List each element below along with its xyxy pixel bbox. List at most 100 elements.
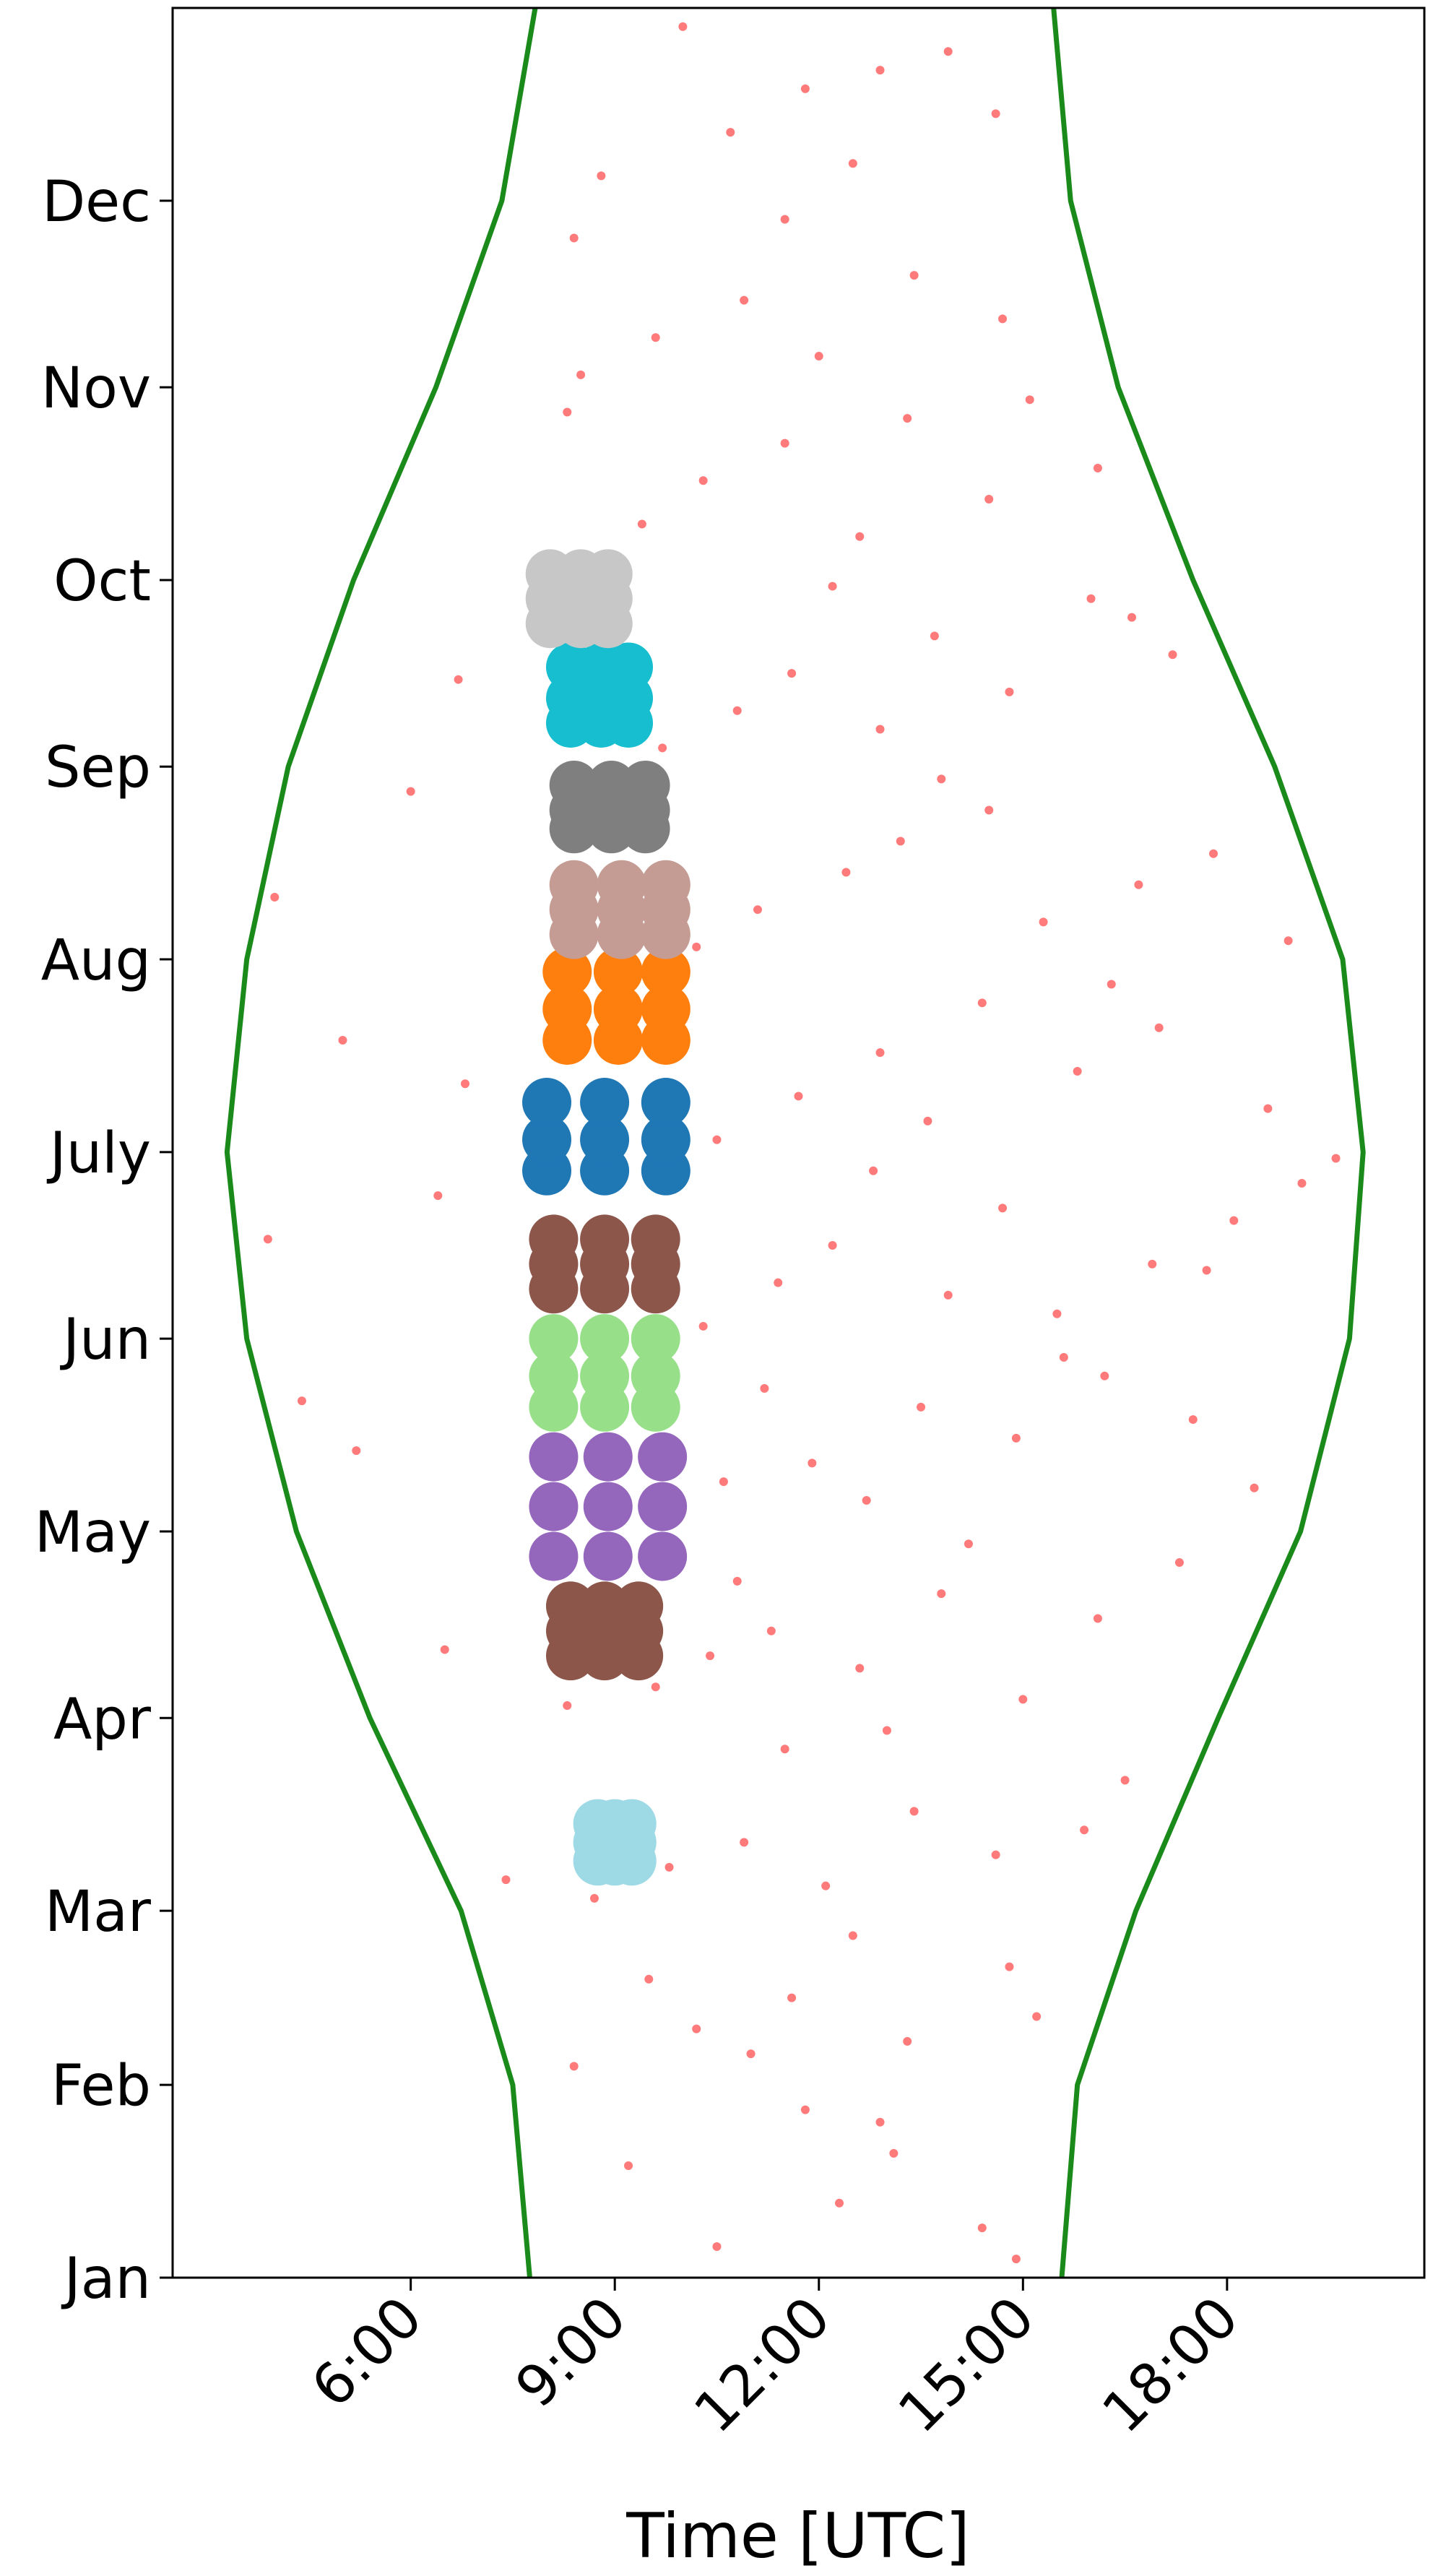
point: [1134, 880, 1143, 889]
point: [1086, 594, 1096, 603]
point: [977, 998, 987, 1008]
cluster-point: [641, 984, 690, 1034]
point: [624, 2161, 633, 2171]
point: [760, 1384, 769, 1393]
point: [746, 2049, 756, 2059]
cluster-point: [641, 1115, 690, 1164]
point: [576, 370, 586, 379]
point: [753, 905, 762, 915]
boundary-line: [224, 7, 538, 2278]
point: [937, 774, 946, 784]
point: [848, 159, 857, 168]
point: [1120, 1776, 1130, 1785]
cluster-point: [631, 1351, 680, 1401]
x-tick-label: 12:00: [683, 2285, 844, 2446]
cluster-point: [545, 1581, 595, 1631]
cluster-point: [529, 1214, 579, 1264]
cluster-point: [631, 1214, 680, 1264]
point: [1168, 650, 1177, 660]
point: [1209, 849, 1218, 858]
point: [774, 1278, 783, 1287]
y-tick-label: Mar: [45, 1880, 152, 1945]
point: [1032, 2012, 1042, 2021]
cluster-point: [638, 1482, 688, 1531]
point: [923, 1116, 932, 1125]
point: [984, 805, 994, 815]
point: [658, 743, 667, 753]
point: [732, 706, 742, 715]
point: [270, 892, 280, 902]
point: [780, 438, 789, 448]
point: [1107, 980, 1116, 989]
point: [903, 414, 912, 423]
cluster-point: [549, 860, 599, 909]
point: [664, 1862, 674, 1872]
cluster-point: [580, 1078, 630, 1128]
point: [882, 1726, 891, 1735]
point: [780, 1745, 789, 1754]
point: [1011, 1433, 1021, 1443]
point: [460, 1079, 469, 1089]
point: [1039, 917, 1048, 927]
point: [998, 1203, 1008, 1213]
y-tick-label: Apr: [53, 1687, 152, 1752]
point: [1297, 1178, 1307, 1188]
x-tick-label: 6:00: [300, 2285, 436, 2421]
point: [501, 1875, 511, 1885]
point: [440, 1645, 449, 1654]
point: [637, 519, 646, 529]
point: [406, 787, 415, 796]
point: [569, 233, 579, 243]
cluster-point: [638, 1531, 688, 1581]
point: [1263, 1104, 1273, 1113]
point: [338, 1035, 347, 1045]
point: [563, 407, 572, 417]
cluster-point: [549, 761, 599, 811]
point: [937, 1589, 946, 1599]
point: [706, 1651, 715, 1661]
point: [800, 2105, 810, 2114]
y-tick-label: Jun: [59, 1308, 151, 1373]
point: [875, 725, 885, 734]
point: [433, 1191, 443, 1201]
point: [1202, 1266, 1211, 1275]
point: [712, 2242, 722, 2251]
y-tick-label: Sep: [45, 735, 151, 800]
point: [297, 1396, 306, 1406]
point: [855, 532, 865, 541]
point: [563, 1701, 572, 1711]
x-tick-label: 9:00: [503, 2285, 639, 2421]
y-tick-label: May: [35, 1500, 151, 1565]
y-tick-label: Dec: [42, 170, 151, 235]
y-tick-label: Aug: [41, 928, 151, 993]
point: [991, 109, 1000, 118]
cluster-point: [542, 984, 592, 1034]
cluster-point: [580, 1214, 630, 1264]
point: [977, 2223, 987, 2233]
cluster-point: [583, 549, 633, 599]
point: [740, 295, 749, 305]
point: [766, 1626, 776, 1635]
point: [678, 22, 688, 31]
point: [821, 1881, 831, 1890]
point: [909, 1807, 919, 1816]
point: [1283, 936, 1293, 946]
point: [1250, 1483, 1259, 1492]
point: [875, 2117, 885, 2127]
cluster-point: [607, 1799, 657, 1849]
point: [787, 669, 797, 678]
cluster-point: [586, 761, 636, 811]
y-tick-label: July: [46, 1121, 151, 1186]
point: [1093, 1614, 1102, 1623]
cluster-point: [529, 1351, 579, 1401]
point: [454, 675, 463, 684]
cluster-point: [631, 1314, 680, 1364]
point: [780, 215, 789, 224]
point: [889, 2148, 899, 2158]
point: [1229, 1216, 1239, 1225]
cluster-point: [580, 1115, 630, 1164]
cluster-point: [522, 1115, 572, 1164]
point: [841, 868, 851, 877]
point: [862, 1495, 871, 1505]
